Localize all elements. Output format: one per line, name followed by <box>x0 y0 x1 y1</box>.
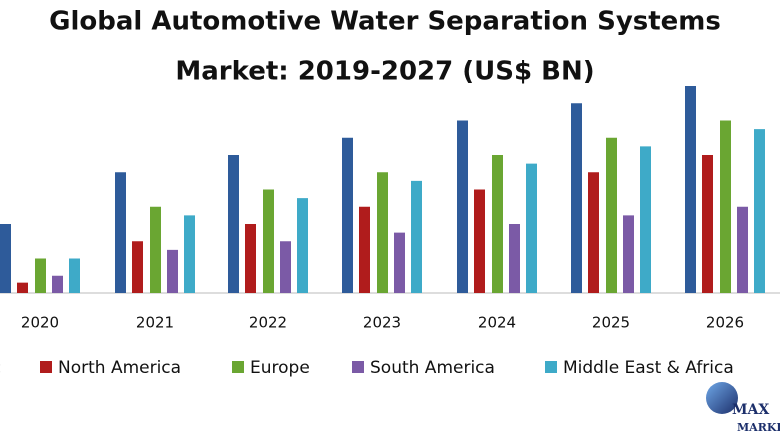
bar <box>184 215 195 293</box>
bar <box>492 155 503 293</box>
bar <box>359 206 370 293</box>
bar <box>685 86 696 293</box>
legend-label: North America <box>58 358 181 378</box>
bar <box>526 163 537 293</box>
legend-swatch <box>352 361 364 373</box>
legend-swatch <box>232 361 244 373</box>
bar <box>132 241 143 293</box>
bar <box>411 180 422 293</box>
bar <box>280 241 291 293</box>
legend-label: Middle East & Africa <box>563 358 734 378</box>
bar <box>720 120 731 293</box>
bar <box>35 258 46 293</box>
bar <box>245 224 256 293</box>
bar <box>623 215 634 293</box>
legend-label: Asia Pacific <box>0 358 1 378</box>
bar <box>228 155 239 293</box>
x-tick-label: 2025 <box>592 314 630 332</box>
x-tick-label: 2021 <box>136 314 174 332</box>
bar <box>394 232 405 293</box>
bar <box>474 189 485 293</box>
bar <box>640 146 651 293</box>
bar <box>263 189 274 293</box>
legend-label: Europe <box>250 358 310 378</box>
x-tick-label: 2024 <box>478 314 516 332</box>
bar <box>754 129 765 293</box>
bar <box>17 282 28 293</box>
bar <box>737 206 748 293</box>
bar <box>588 172 599 293</box>
bar <box>52 275 63 293</box>
bar <box>69 258 80 293</box>
bar <box>342 137 353 293</box>
legend-label: South America <box>370 358 495 378</box>
bar <box>571 103 582 293</box>
bar <box>297 198 308 293</box>
x-tick-label: 2020 <box>21 314 59 332</box>
bar <box>702 155 713 293</box>
x-tick-label: 2023 <box>363 314 401 332</box>
bar <box>377 172 388 293</box>
bar <box>509 224 520 293</box>
bar <box>150 206 161 293</box>
logo-text: MARKET <box>737 421 780 434</box>
x-tick-label: 2026 <box>706 314 744 332</box>
chart-title: Market: 2019-2027 (US$ BN) <box>175 57 594 87</box>
chart-title: Global Automotive Water Separation Syste… <box>49 7 721 37</box>
legend-swatch <box>545 361 557 373</box>
x-tick-label: 2022 <box>249 314 287 332</box>
bar <box>0 224 11 293</box>
bar <box>115 172 126 293</box>
bar <box>606 137 617 293</box>
logo-text: MAX <box>732 402 769 418</box>
legend-swatch <box>40 361 52 373</box>
logo-globe <box>706 382 738 414</box>
bar <box>457 120 468 293</box>
bar <box>167 249 178 293</box>
